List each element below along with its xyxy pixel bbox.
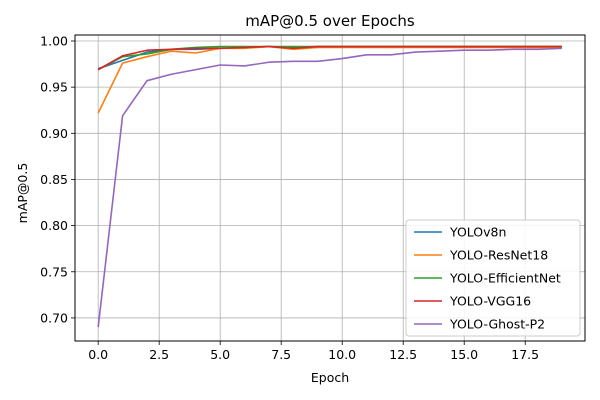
series-line-yolo-resnet18 [97, 45, 562, 114]
chart-title: mAP@0.5 over Epochs [245, 12, 415, 30]
series-line-yolo-vgg16 [97, 45, 562, 71]
x-tick-label: 12.5 [389, 347, 417, 362]
series-lines [97, 45, 562, 328]
legend-label-yolo-vgg16: YOLO-VGG16 [449, 294, 531, 309]
y-tick-label: 0.85 [40, 172, 68, 187]
x-tick-label: 10.0 [328, 347, 356, 362]
y-tick-label: 0.70 [40, 310, 68, 325]
y-tick-label: 1.00 [40, 34, 68, 49]
y-tick-label: 0.95 [40, 80, 68, 95]
plot-frame [74, 34, 586, 342]
x-tick-label: 0.0 [88, 347, 108, 362]
x-tick-label: 7.5 [271, 347, 291, 362]
x-tick-label: 15.0 [450, 347, 478, 362]
legend: YOLOv8n YOLO-ResNet18 YOLO-EfficientNet YOL… [405, 219, 581, 337]
legend-label-yolo-efficientnet: YOLO-EfficientNet [449, 271, 561, 286]
series-line-yolo-ghost-p2 [97, 47, 562, 328]
x-tick-label: 2.5 [149, 347, 169, 362]
x-axis-label: Epoch [311, 370, 349, 385]
legend-box [405, 219, 581, 337]
x-axis-ticks: 0.0 2.5 5.0 7.5 10.0 12.5 15.0 17.5 [88, 341, 539, 362]
legend-label-yolo-ghost-p2: YOLO-Ghost-P2 [449, 317, 545, 332]
x-tick-label: 17.5 [511, 347, 539, 362]
legend-label-yolov8n: YOLOv8n [449, 225, 506, 240]
x-tick-label: 5.0 [210, 347, 230, 362]
y-axis-label: mAP@0.5 [15, 163, 30, 224]
y-tick-label: 0.80 [40, 218, 68, 233]
y-tick-label: 0.75 [40, 264, 68, 279]
legend-label-yolo-resnet18: YOLO-ResNet18 [449, 248, 548, 263]
y-tick-label: 0.90 [40, 126, 68, 141]
y-axis-ticks: 0.70 0.75 0.80 0.85 0.90 0.95 1.00 [40, 34, 75, 325]
